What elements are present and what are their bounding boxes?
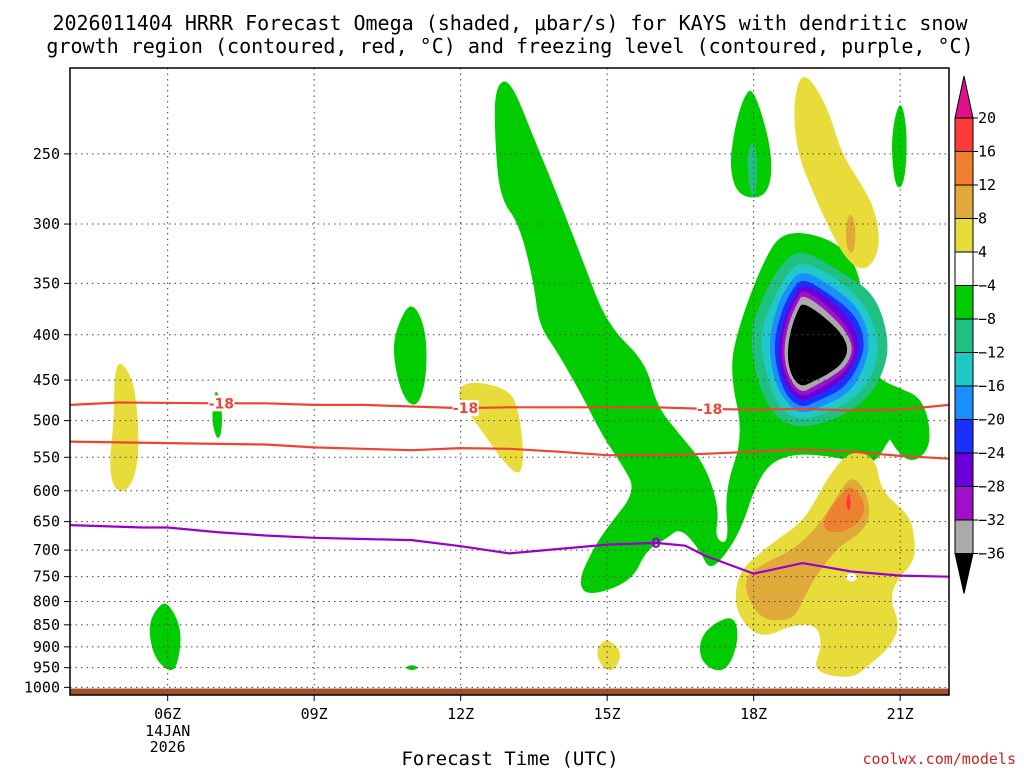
dgz-contour-label: -18 — [697, 402, 722, 418]
colorbar-tick-label: −12 — [978, 344, 1005, 362]
dgz-contour-line — [70, 401, 949, 412]
colorbar-tick-label: −4 — [978, 277, 996, 295]
y-tick-label: 750 — [33, 568, 60, 586]
dgz-contour-label: -18 — [453, 401, 478, 417]
colorbar-bin — [954, 117, 974, 152]
colorbar-tick-label: −20 — [978, 411, 1005, 429]
y-tick-label: 1000 — [24, 678, 60, 696]
chart-title-line-1: 2026011404 HRRR Forecast Omega (shaded, … — [52, 11, 968, 35]
y-tick-label: 650 — [33, 513, 60, 531]
gridlines — [70, 68, 949, 695]
temperature-contours: -18 -18 -18 0 — [70, 395, 949, 578]
x-tick-label: 18Z — [740, 705, 767, 723]
y-tick-label: 450 — [33, 371, 60, 389]
colorbar-bin — [954, 385, 974, 420]
x-tick-label: 09Z — [301, 705, 328, 723]
x-tick-label: 12Z — [447, 705, 474, 723]
colorbar-tick-label: −32 — [978, 511, 1005, 529]
omega-core-level — [787, 304, 848, 386]
x-tick-date-label: 14JAN — [145, 722, 190, 740]
omega-region — [892, 105, 907, 188]
omega-region — [823, 487, 865, 533]
colorbar-bottom-arrow — [954, 553, 974, 594]
credit-text: coolwx.com/models — [862, 750, 1016, 768]
omega-hole — [845, 573, 857, 582]
dgz-contour-line — [70, 440, 949, 460]
freezing-level-line — [70, 524, 949, 578]
ground-layer — [70, 688, 949, 695]
colorbar-tick-label: 16 — [978, 143, 996, 161]
omega-region — [149, 603, 181, 671]
omega-region — [845, 214, 856, 253]
colorbar-top-arrow — [954, 75, 974, 119]
x-tick-label: 06Z — [154, 705, 181, 723]
colorbar-bin — [954, 184, 974, 219]
y-tick-label: 350 — [33, 274, 60, 292]
colorbar-tick-label: 12 — [978, 176, 996, 194]
omega-region — [393, 306, 427, 405]
colorbar-tick-label: −28 — [978, 478, 1005, 496]
omega-region — [735, 452, 915, 677]
colorbar-tick-label: −24 — [978, 444, 1005, 462]
contour-label-backing — [696, 400, 723, 417]
colorbar-bin — [954, 519, 974, 554]
contour-label-backing — [452, 400, 479, 417]
colorbar-bin — [954, 318, 974, 353]
colorbar-bin — [954, 419, 974, 454]
omega-region — [846, 493, 851, 511]
colorbar-bin — [954, 285, 974, 320]
y-tick-label: 300 — [33, 215, 60, 233]
y-tick-label: 250 — [33, 145, 60, 163]
colorbar-bin — [954, 151, 974, 186]
omega-region — [882, 390, 930, 460]
colorbar-bin — [954, 251, 974, 286]
omega-shading — [110, 77, 930, 677]
y-tick-label: 600 — [33, 482, 60, 500]
chart-title-line-2: growth region (contoured, red, °C) and f… — [46, 34, 973, 58]
plot-frame — [69, 67, 950, 696]
colorbar-tick-label: 4 — [978, 243, 987, 261]
x-tick-date-label: 2026 — [150, 738, 186, 756]
x-axis-title: Forecast Time (UTC) — [401, 748, 618, 768]
omega-region — [699, 618, 738, 671]
y-tick-label: 900 — [33, 638, 60, 656]
colorbar-tick-label: 8 — [978, 210, 987, 228]
omega-region — [794, 77, 879, 269]
omega-region — [459, 382, 523, 473]
colorbar-tick-label: 20 — [978, 109, 996, 127]
omega-region — [747, 143, 758, 198]
colorbar-tick-label: −8 — [978, 310, 996, 328]
colorbar-tick-label: −16 — [978, 377, 1005, 395]
contour-label-backing — [208, 395, 235, 412]
ground-fill — [70, 688, 949, 695]
y-axis: 250 300 350 400 450 500 550 600 650 700 750 800 850 9… — [24, 145, 70, 696]
y-tick-label: 400 — [33, 326, 60, 344]
omega-region — [597, 640, 620, 671]
colorbar-bin — [954, 218, 974, 253]
y-tick-label: 850 — [33, 616, 60, 634]
colorbar-bin — [954, 352, 974, 387]
dgz-contour-label: -18 — [209, 396, 234, 412]
x-tick-label: 21Z — [887, 705, 914, 723]
colorbar-bin — [954, 452, 974, 487]
omega-region — [730, 90, 772, 198]
y-tick-label: 700 — [33, 541, 60, 559]
colorbar-bin — [954, 486, 974, 521]
colorbar-tick-label: −36 — [978, 545, 1005, 563]
freezing-level-label: 0 — [651, 536, 661, 552]
y-tick-label: 500 — [33, 412, 60, 430]
colorbar: 20 16 12 8 4 −4 −8 −12 −16 −20 −24 −28 −32 −36 — [954, 75, 1005, 594]
y-tick-label: 550 — [33, 448, 60, 466]
y-tick-label: 800 — [33, 593, 60, 611]
x-tick-label: 15Z — [594, 705, 621, 723]
omega-region — [110, 363, 139, 491]
y-tick-label: 950 — [33, 659, 60, 677]
